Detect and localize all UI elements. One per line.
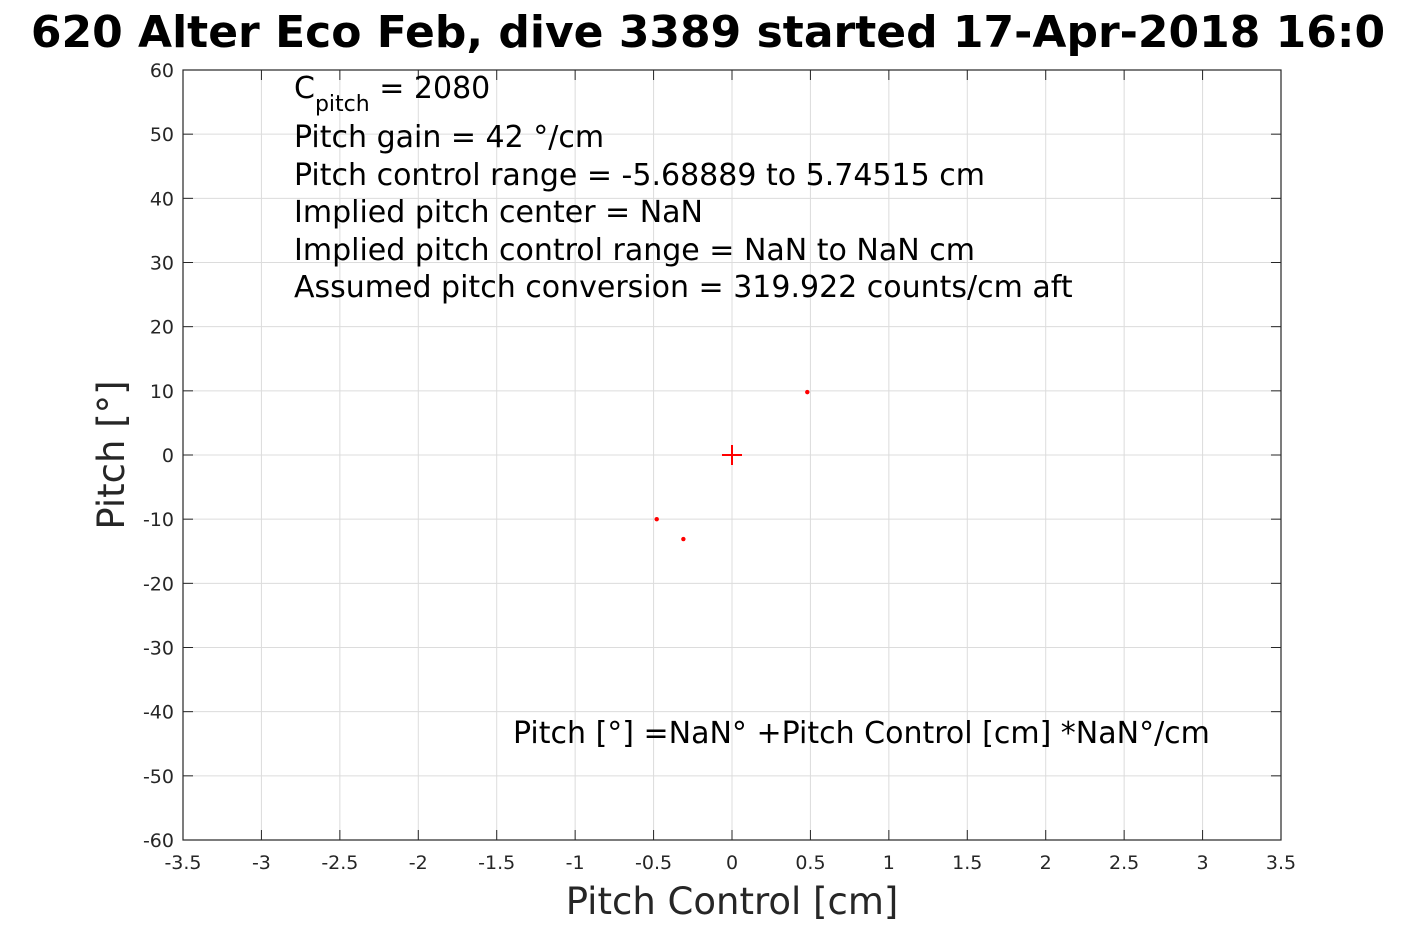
y-tick-label: 40 [150,188,174,210]
cpitch-base: C [294,71,315,106]
cpitch-annotation: Cpitch = 2080 [294,71,490,117]
cpitch-subscript: pitch [315,92,370,117]
annotation-implied-pitch-center: Implied pitch center = NaN [294,195,703,230]
x-tick-label: -2.5 [321,852,358,874]
y-tick-label: 0 [162,445,174,467]
y-tick-label: -30 [143,638,174,660]
cpitch-value: = 2080 [370,71,491,106]
x-tick-label: -0.5 [635,852,672,874]
x-tick-label: 3.5 [1266,852,1296,874]
y-tick-labels: 60 50 40 30 20 10 0 -10 -20 -30 -40 -50 -60 [143,60,174,852]
y-axis-label: Pitch [°] [90,380,133,529]
annotation-pitch-conversion: Assumed pitch conversion = 319.922 count… [294,270,1073,305]
x-tick-label: -1 [566,852,585,874]
annotation-implied-control-range: Implied pitch control range = NaN to NaN… [294,233,975,268]
x-axis-label: Pitch Control [cm] [566,880,899,923]
y-tick-label: 30 [150,253,174,275]
center-plus-marker [722,445,742,465]
x-tick-label: -3.5 [164,852,201,874]
x-tick-label: -3 [252,852,271,874]
y-tick-label: 60 [150,60,174,82]
x-tick-label: 2.5 [1109,852,1139,874]
data-point [654,516,659,522]
x-tick-label: -1.5 [478,852,515,874]
x-tick-label: 1 [883,852,895,874]
y-tick-label: -50 [143,766,174,788]
x-tick-label: 1.5 [952,852,982,874]
axis-ticks [182,69,1282,841]
y-tick-label: 20 [150,317,174,339]
x-tick-label: 2 [1040,852,1052,874]
parameter-annotations: Cpitch = 2080 Pitch gain = 42 °/cm Pitch… [294,71,1073,305]
annotation-pitch-gain: Pitch gain = 42 °/cm [294,120,604,155]
y-tick-label: 50 [150,124,174,146]
fit-equation: Pitch [°] =NaN° +Pitch Control [cm] *NaN… [513,716,1210,751]
chart-title: 620 Alter Eco Feb, dive 3389 started 17-… [31,7,1385,58]
y-tick-label: -40 [143,702,174,724]
y-tick-label: -60 [143,830,174,852]
x-tick-label: 0 [726,852,738,874]
annotation-pitch-control-range: Pitch control range = -5.68889 to 5.7451… [294,158,985,193]
x-tick-label: 3 [1197,852,1209,874]
grid [182,69,1282,841]
y-tick-label: 10 [150,381,174,403]
data-points [654,389,810,542]
x-tick-label: 0.5 [795,852,825,874]
x-tick-label: -2 [409,852,428,874]
y-tick-label: -10 [143,509,174,531]
x-tick-labels: -3.5 -3 -2.5 -2 -1.5 -1 -0.5 0 0.5 1 1.5 2 2.5 3 3.5 [164,852,1296,874]
data-point [681,536,686,542]
data-point [805,389,810,395]
y-tick-label: -20 [143,573,174,595]
